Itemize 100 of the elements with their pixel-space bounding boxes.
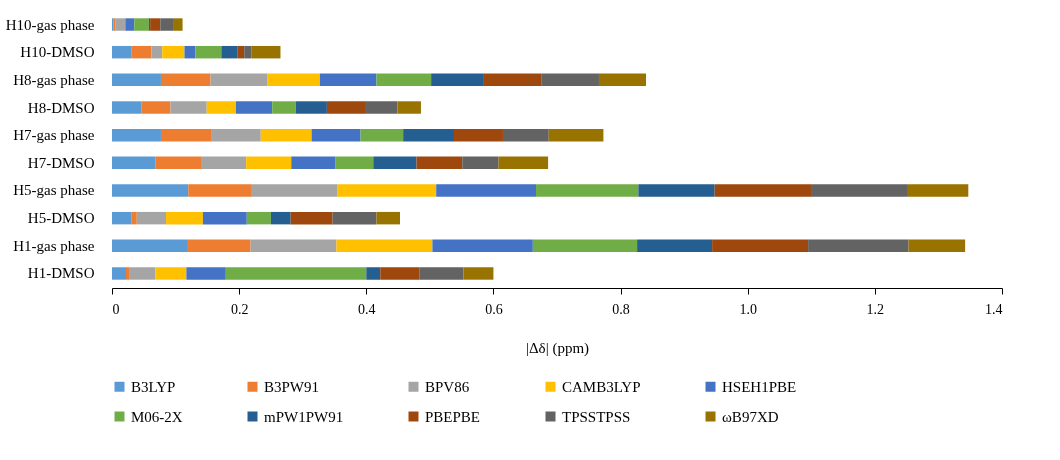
bar [335, 156, 374, 170]
bar [272, 101, 296, 114]
legend-label: CAMB3LYP [562, 378, 641, 395]
bar [432, 239, 533, 253]
x-tick-label: 1.2 [866, 301, 885, 317]
bar [155, 156, 201, 170]
bar [532, 239, 638, 253]
bar [403, 128, 455, 142]
legend-label: M06-2X [131, 408, 183, 425]
bar [246, 211, 271, 225]
bar [483, 73, 542, 87]
x-tick-label: 0.6 [485, 301, 503, 317]
bar [202, 211, 247, 225]
bar [332, 211, 377, 225]
bar [336, 239, 433, 253]
bar [907, 184, 969, 197]
bar [225, 267, 367, 280]
y-tick-label: H7-DMSO [27, 154, 95, 171]
bar [160, 128, 212, 142]
bar [112, 184, 189, 197]
bar [131, 211, 137, 225]
bar [112, 101, 142, 114]
bar [376, 73, 432, 87]
bar [436, 184, 537, 197]
bar [141, 101, 171, 114]
bar [463, 267, 494, 280]
bar [541, 73, 599, 87]
legend-label: TPSSTPSS [562, 408, 631, 425]
bar [244, 45, 252, 59]
bar [112, 211, 132, 225]
bar [326, 101, 366, 114]
bar [201, 156, 247, 170]
bar [187, 239, 251, 253]
x-axis-title: |Δδ| (ppm) [525, 339, 590, 357]
bar [548, 128, 604, 142]
bar [360, 128, 404, 142]
bar [195, 45, 222, 59]
bar [125, 267, 130, 280]
bar [221, 45, 238, 59]
bar [112, 239, 188, 253]
bar [125, 18, 135, 31]
bar [186, 267, 226, 280]
bar [170, 101, 207, 114]
bar [714, 184, 812, 197]
bar [397, 101, 421, 114]
bar [712, 239, 809, 253]
bar [188, 184, 252, 197]
bar [462, 156, 499, 170]
bar [416, 156, 463, 170]
bar [112, 45, 132, 59]
legend-label: PBEPBE [425, 408, 481, 425]
bar [908, 239, 966, 253]
bar [151, 45, 163, 59]
bar [366, 267, 381, 280]
bar [536, 184, 639, 197]
y-tick-label: H8-DMSO [27, 99, 95, 116]
bar [173, 18, 183, 31]
bar [250, 239, 337, 253]
y-tick-label: H10-DMSO [20, 44, 95, 61]
bar [237, 45, 245, 59]
bar [419, 267, 464, 280]
bar [598, 73, 646, 87]
legend-label: B3PW91 [264, 378, 320, 395]
bar [270, 211, 291, 225]
bar [115, 18, 126, 31]
legend-label: mPW1PW91 [264, 408, 344, 425]
bar [112, 156, 156, 170]
y-tick-label: H10-gas phase [5, 16, 95, 33]
x-tick-label: 1.0 [739, 301, 757, 317]
bar [112, 267, 126, 280]
bar [638, 184, 715, 197]
y-tick-label: H7-gas phase [13, 127, 95, 144]
legend-label: B3LYP [131, 378, 176, 395]
y-tick-label: H5-gas phase [13, 182, 95, 199]
bar [251, 45, 281, 59]
y-tick-label: H1-DMSO [27, 265, 95, 282]
legend-label: HSEH1PBE [722, 378, 797, 395]
x-tick-label: 0.2 [230, 301, 249, 317]
bar [502, 128, 549, 142]
bar [112, 73, 161, 87]
bar [380, 267, 420, 280]
bar [365, 101, 398, 114]
bar [134, 18, 149, 31]
bar [376, 211, 400, 225]
bar [808, 239, 909, 253]
bar [235, 101, 273, 114]
bar [166, 211, 203, 225]
bar [129, 267, 156, 280]
bar [337, 184, 437, 197]
bar [160, 18, 174, 31]
legend-label: ωB97XD [722, 408, 779, 425]
bar [291, 156, 336, 170]
bar [211, 128, 261, 142]
bar [319, 73, 377, 87]
bar [136, 211, 167, 225]
bar [498, 156, 549, 170]
bar [311, 128, 361, 142]
bar [210, 73, 268, 87]
bar [811, 184, 908, 197]
bar [454, 128, 503, 142]
